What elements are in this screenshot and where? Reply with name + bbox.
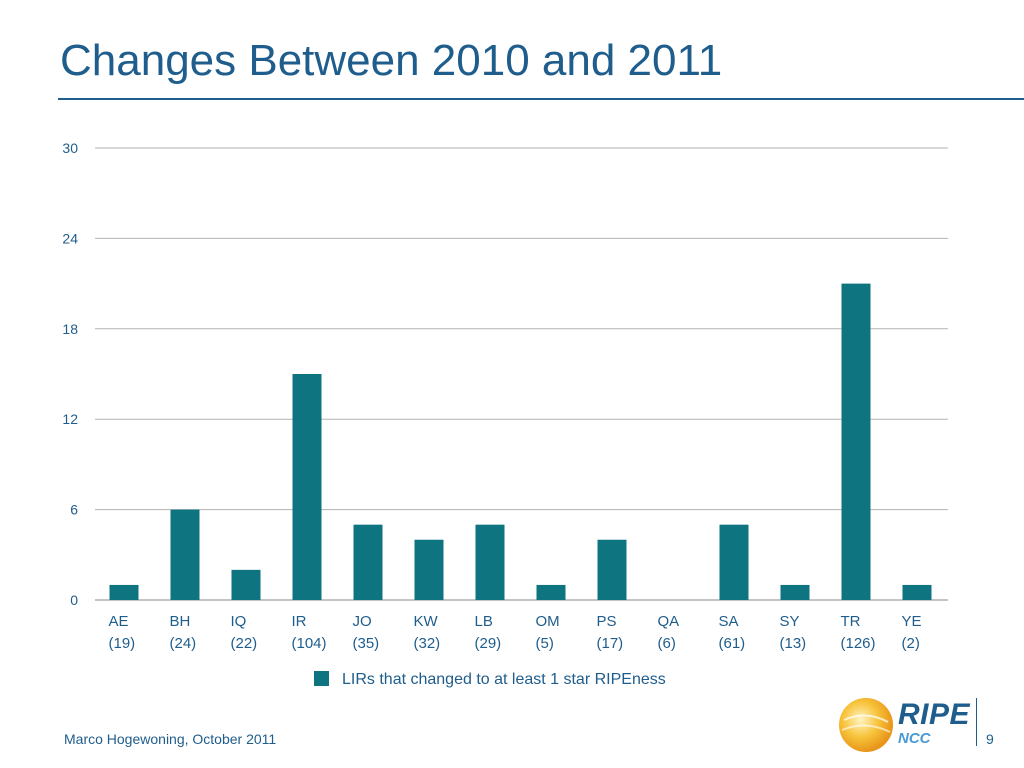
grid-lines [95, 147, 948, 601]
legend: LIRs that changed to at least 1 star RIP… [314, 671, 666, 688]
bar-ps [597, 539, 627, 600]
x-category-label: TR [841, 613, 861, 630]
x-category-label: JO [353, 613, 372, 630]
bar-ir [292, 374, 322, 600]
x-category-label: PS [597, 613, 617, 630]
bar-jo [353, 524, 383, 600]
x-category-count: (19) [109, 635, 136, 652]
legend-label: LIRs that changed to at least 1 star RIP… [342, 671, 666, 688]
x-category-count: (5) [536, 635, 554, 652]
x-category-count: (2) [902, 635, 920, 652]
x-category-label: QA [658, 613, 680, 630]
x-category-count: (61) [719, 635, 746, 652]
bar-kw [414, 539, 444, 600]
bar-ye [902, 584, 932, 600]
bar-sy [780, 584, 810, 600]
sun-icon [839, 698, 893, 752]
x-category-label: KW [414, 613, 439, 630]
x-category-count: (6) [658, 635, 676, 652]
bar-chart: 0 6 12 18 24 30 AE (19) BH (24) IQ (22) IR (104) JO (3… [62, 140, 948, 688]
x-category-label: OM [536, 613, 560, 630]
y-tick-label: 0 [70, 592, 78, 608]
bar-iq [231, 569, 261, 600]
y-tick-label: 6 [70, 502, 78, 518]
x-category-count: (22) [231, 635, 258, 652]
x-category-label: SA [719, 613, 739, 630]
x-category-label: IR [292, 613, 307, 630]
title-rule [58, 98, 1024, 100]
x-category-count: (104) [292, 635, 327, 652]
x-axis-labels: AE (19) BH (24) IQ (22) IR (104) JO (35) KW (32) LB (… [109, 613, 922, 652]
bar-sa [719, 524, 749, 600]
logo-sub: NCC [898, 730, 931, 747]
bar-om [536, 584, 566, 600]
ripe-ncc-logo: RIPE NCC [836, 692, 976, 756]
y-tick-label: 24 [62, 230, 78, 246]
bar-bh [170, 509, 200, 600]
x-category-count: (29) [475, 635, 502, 652]
x-category-count: (35) [353, 635, 380, 652]
x-category-label: YE [902, 613, 922, 630]
x-category-label: LB [475, 613, 493, 630]
x-category-count: (24) [170, 635, 197, 652]
x-category-label: AE [109, 613, 129, 630]
x-category-count: (17) [597, 635, 624, 652]
bar-tr [841, 283, 871, 600]
x-category-label: IQ [231, 613, 247, 630]
legend-swatch [314, 671, 329, 686]
bar-lb [475, 524, 505, 600]
slide-title: Changes Between 2010 and 2011 [60, 36, 723, 85]
x-category-count: (32) [414, 635, 441, 652]
x-category-count: (126) [841, 635, 876, 652]
y-tick-label: 30 [62, 140, 78, 156]
y-tick-label: 18 [62, 321, 78, 337]
footer-separator [976, 698, 977, 746]
logo-brand: RIPE [898, 698, 971, 731]
footer-author: Marco Hogewoning, October 2011 [64, 731, 277, 747]
bar-ae [109, 584, 139, 600]
x-category-count: (13) [780, 635, 807, 652]
page-number: 9 [986, 731, 994, 747]
x-category-label: SY [780, 613, 800, 630]
y-tick-label: 12 [62, 411, 78, 427]
x-category-label: BH [170, 613, 191, 630]
y-axis-ticks: 0 6 12 18 24 30 [62, 140, 78, 608]
bars [109, 283, 932, 600]
